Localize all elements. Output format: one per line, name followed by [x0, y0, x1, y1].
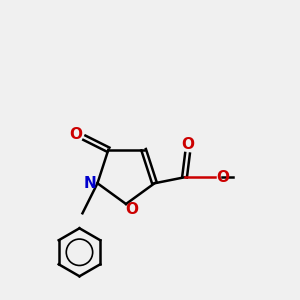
Text: O: O [216, 170, 229, 185]
Text: O: O [125, 202, 139, 217]
Text: N: N [84, 176, 96, 191]
Text: O: O [69, 127, 82, 142]
Text: O: O [181, 137, 194, 152]
